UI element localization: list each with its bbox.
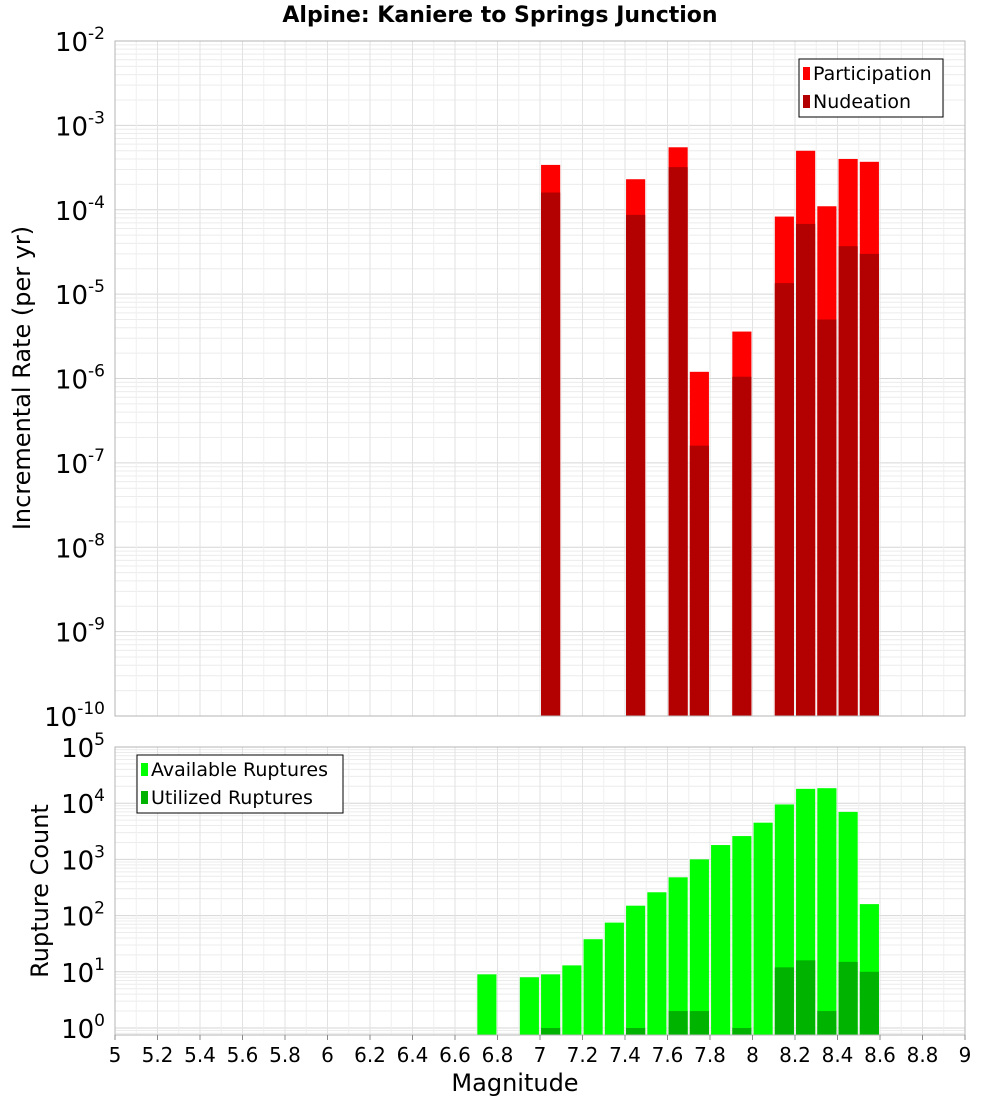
legend-swatch [803, 95, 810, 108]
bar-available-ruptures [668, 877, 688, 1035]
y-axis-label: Incremental Rate (per yr) [8, 226, 36, 530]
bar-available-ruptures [647, 892, 667, 1035]
y-tick-label: 10-9 [55, 615, 105, 649]
bar-utilized-ruptures [838, 961, 858, 1035]
x-axis-label: Magnitude [451, 1069, 578, 1097]
x-tick-label: 8 [746, 1043, 759, 1067]
bar-nucleation [689, 445, 709, 716]
x-tick-label: 7.8 [694, 1043, 726, 1067]
bar-available-ruptures [477, 974, 497, 1035]
y-tick-label: 104 [61, 786, 105, 820]
y-tick-label: 10-7 [55, 446, 105, 480]
bar-utilized-ruptures [689, 1011, 709, 1035]
bar-utilized-ruptures [668, 1011, 688, 1035]
bar-available-ruptures [732, 836, 752, 1035]
x-tick-label: 7.6 [652, 1043, 684, 1067]
x-tick-label: 5.6 [227, 1043, 259, 1067]
x-tick-label: 5.8 [269, 1043, 301, 1067]
x-tick-label: 6.6 [439, 1043, 471, 1067]
bar-utilized-ruptures [796, 960, 816, 1035]
bar-utilized-ruptures [732, 1027, 752, 1035]
bar-nucleation [774, 283, 794, 716]
y-tick-label: 10-2 [55, 24, 105, 58]
x-tick-label: 8.2 [779, 1043, 811, 1067]
bar-available-ruptures [626, 905, 646, 1035]
y-tick-label: 100 [61, 1011, 105, 1045]
bar-nucleation [626, 214, 646, 716]
x-tick-label: 5.2 [142, 1043, 174, 1067]
bar-available-ruptures [817, 788, 837, 1035]
y-tick-label: 101 [61, 955, 105, 989]
y-tick-label: 10-5 [55, 277, 105, 311]
bar-available-ruptures [711, 845, 731, 1035]
bar-nucleation [817, 319, 837, 716]
top-panel: 10-10 10-9 10-8 10-7 10-6 10-5 10-4 10-3 10-2 Inc… [8, 24, 966, 733]
legend-entry: Nudeation [813, 91, 911, 113]
bar-utilized-ruptures [774, 967, 794, 1035]
x-tick-label: 8.4 [822, 1043, 854, 1067]
bar-available-ruptures [689, 859, 709, 1035]
legend-entry: Utilized Ruptures [151, 787, 313, 809]
bar-available-ruptures [562, 965, 582, 1035]
x-tick-label: 7 [534, 1043, 547, 1067]
x-tick-label: 9 [959, 1043, 972, 1067]
y-tick-label: 10-8 [55, 530, 105, 564]
bar-utilized-ruptures [859, 971, 879, 1035]
x-tick-label: 5.4 [184, 1043, 216, 1067]
bottom-panel: 100 101 102 103 104 105 Rupture Count 5 5.2 5.4 5.… [26, 730, 971, 1097]
legend-box [798, 58, 944, 118]
chart-title: Alpine: Kaniere to Springs Junction [282, 3, 717, 28]
x-tick-label: 5 [109, 1043, 122, 1067]
bar-available-ruptures [604, 922, 624, 1035]
legend-swatch [141, 791, 148, 804]
bar-nucleation [838, 246, 858, 716]
y-axis-label: Rupture Count [26, 804, 54, 978]
bar-available-ruptures [753, 822, 773, 1035]
bar-available-ruptures [519, 977, 539, 1035]
x-tick-label: 7.2 [567, 1043, 599, 1067]
x-tick-label: 6.2 [354, 1043, 386, 1067]
y-tick-label: 10-6 [55, 362, 105, 396]
bar-utilized-ruptures [541, 1027, 561, 1035]
x-tick-label: 7.4 [609, 1043, 641, 1067]
y-tick-label: 105 [61, 730, 105, 764]
legend-swatch [803, 67, 810, 80]
bar-utilized-ruptures [817, 1011, 837, 1035]
x-tick-label: 6.4 [397, 1043, 429, 1067]
x-tick-label: 8.6 [864, 1043, 896, 1067]
bar-nucleation [541, 192, 561, 717]
y-tick-label: 10-3 [55, 108, 105, 142]
x-tick-label: 8.8 [907, 1043, 939, 1067]
plot-frame [114, 40, 966, 717]
x-tick-label: 6 [321, 1043, 334, 1067]
legend-box [136, 754, 344, 814]
legend-entry: Available Ruptures [151, 759, 328, 781]
bar-nucleation [668, 167, 688, 716]
legend: Participation Nudeation [798, 58, 944, 118]
bar-available-ruptures [583, 939, 603, 1035]
y-tick-label: 103 [61, 842, 105, 876]
bar-nucleation [796, 223, 816, 716]
bar-nucleation [859, 253, 879, 716]
legend-entry: Participation [813, 63, 932, 85]
bar-nucleation [732, 376, 752, 716]
bar-utilized-ruptures [626, 1027, 646, 1035]
legend-swatch [141, 763, 148, 776]
y-tick-label: 10-10 [44, 699, 105, 733]
x-tick-label: 6.8 [482, 1043, 514, 1067]
y-tick-label: 10-4 [55, 193, 105, 227]
y-tick-label: 102 [61, 899, 105, 933]
legend: Available Ruptures Utilized Ruptures [136, 754, 344, 814]
bar-available-ruptures [541, 974, 561, 1035]
